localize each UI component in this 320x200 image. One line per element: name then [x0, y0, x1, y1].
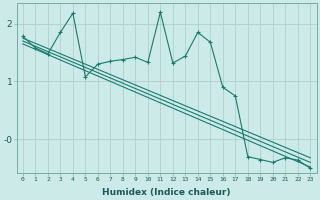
- X-axis label: Humidex (Indice chaleur): Humidex (Indice chaleur): [102, 188, 231, 197]
